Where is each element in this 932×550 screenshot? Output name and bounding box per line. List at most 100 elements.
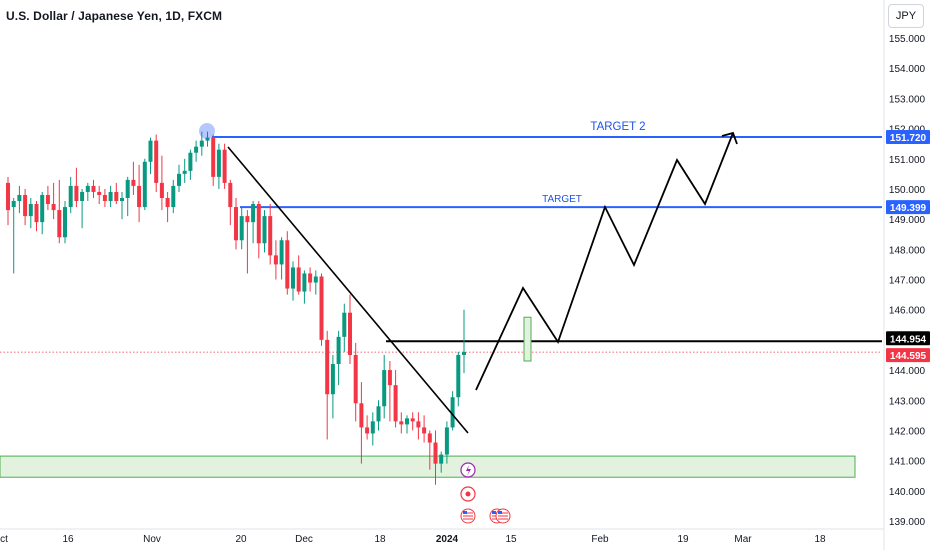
candle-body bbox=[154, 140, 159, 183]
candle-body bbox=[291, 267, 295, 289]
x-tick-label: 20 bbox=[235, 534, 247, 545]
candle-body bbox=[359, 403, 364, 428]
candle-body bbox=[245, 216, 250, 223]
candle-body bbox=[336, 336, 341, 365]
candle-body bbox=[256, 204, 261, 244]
candle-body bbox=[376, 406, 381, 422]
candle-body bbox=[97, 191, 102, 195]
candle-body bbox=[120, 197, 124, 202]
candle-body bbox=[34, 204, 39, 223]
candle-body bbox=[17, 194, 22, 202]
y-tick-label: 148.000 bbox=[889, 245, 926, 256]
candle-body bbox=[365, 427, 370, 434]
candle-body bbox=[131, 179, 136, 186]
candle-body bbox=[405, 418, 409, 425]
y-tick-label: 140.000 bbox=[889, 487, 926, 498]
candle-body bbox=[382, 370, 387, 407]
x-tick-label: 18 bbox=[374, 534, 386, 545]
candle-body bbox=[222, 149, 227, 183]
x-tick-label: Feb bbox=[591, 534, 609, 545]
candle-body bbox=[273, 255, 278, 265]
price-label-text: 151.720 bbox=[890, 133, 927, 144]
y-tick-label: 147.000 bbox=[889, 276, 926, 287]
candle-body bbox=[330, 364, 335, 395]
candle-body bbox=[319, 276, 324, 340]
candle-body bbox=[427, 433, 432, 443]
candle-body bbox=[159, 182, 164, 198]
x-tick-label: 15 bbox=[505, 534, 517, 545]
candle-body bbox=[410, 418, 415, 422]
candle-body bbox=[439, 454, 444, 464]
y-tick-label: 155.000 bbox=[889, 34, 926, 45]
candle-body bbox=[171, 185, 176, 208]
price-label-text: 144.954 bbox=[890, 334, 927, 345]
candle-body bbox=[296, 267, 301, 292]
candle-body bbox=[234, 207, 238, 241]
x-tick-label: ct bbox=[0, 534, 8, 545]
y-tick-label: 142.000 bbox=[889, 426, 926, 437]
candle-body bbox=[108, 191, 113, 202]
candle-body bbox=[422, 427, 427, 434]
candle-body bbox=[239, 216, 244, 241]
support-zone bbox=[0, 455, 856, 478]
candle-body bbox=[302, 273, 307, 292]
candle-body bbox=[262, 216, 267, 244]
candle-body bbox=[342, 312, 347, 337]
candle-body bbox=[325, 339, 330, 395]
x-tick-label: 18 bbox=[814, 534, 826, 545]
y-tick-label: 149.000 bbox=[889, 215, 926, 226]
chart-title: U.S. Dollar / Japanese Yen, 1D, FXCM bbox=[6, 9, 223, 23]
candle-body bbox=[188, 152, 193, 171]
candle-body bbox=[137, 185, 142, 208]
y-tick-label: 139.000 bbox=[889, 517, 926, 528]
candle-body bbox=[6, 182, 10, 211]
x-tick-label: Dec bbox=[295, 534, 313, 545]
candle-body bbox=[40, 194, 45, 223]
candle-body bbox=[370, 421, 375, 434]
projection-arrow bbox=[721, 131, 738, 145]
candle-body bbox=[211, 137, 216, 177]
candle-body bbox=[68, 185, 73, 208]
candle-body bbox=[462, 351, 466, 355]
price-label-box bbox=[886, 200, 930, 215]
candle-body bbox=[177, 173, 181, 186]
candle-body bbox=[11, 201, 16, 208]
high-marker bbox=[199, 123, 215, 139]
x-tick-label: Mar bbox=[734, 534, 752, 545]
candle-body bbox=[51, 204, 56, 211]
candle-body bbox=[45, 194, 50, 205]
candle-body bbox=[57, 210, 62, 238]
candle-body bbox=[114, 191, 119, 202]
y-tick-label: 141.000 bbox=[889, 457, 926, 468]
candle-body bbox=[308, 273, 313, 283]
candle-body bbox=[251, 204, 256, 223]
candle-body bbox=[416, 421, 421, 428]
y-tick-label: 146.000 bbox=[889, 306, 926, 317]
price-label-box bbox=[886, 348, 930, 363]
candle-body bbox=[194, 146, 199, 153]
projection-path bbox=[475, 132, 734, 391]
y-tick-label: 151.000 bbox=[889, 155, 926, 166]
x-tick-label: 2024 bbox=[436, 534, 459, 545]
target-2-label: TARGET 2 bbox=[590, 121, 645, 133]
candle-body bbox=[23, 194, 28, 217]
price-label-text: 149.399 bbox=[890, 203, 927, 214]
candle-body bbox=[74, 185, 79, 202]
y-tick-label: 153.000 bbox=[889, 94, 926, 105]
candle-body bbox=[393, 385, 398, 422]
lightning-icon bbox=[466, 465, 471, 476]
candle-body bbox=[268, 216, 273, 256]
trendline bbox=[227, 146, 469, 434]
y-tick-label: 144.000 bbox=[889, 366, 926, 377]
candle-body bbox=[148, 140, 153, 162]
candle-body bbox=[125, 179, 130, 198]
candle-body bbox=[216, 149, 221, 177]
y-tick-label: 154.000 bbox=[889, 64, 926, 75]
currency-selector[interactable]: JPY bbox=[888, 4, 924, 28]
candle-body bbox=[348, 312, 352, 355]
candle-body bbox=[285, 240, 290, 289]
price-label-box bbox=[886, 331, 930, 346]
candle-body bbox=[450, 397, 455, 428]
